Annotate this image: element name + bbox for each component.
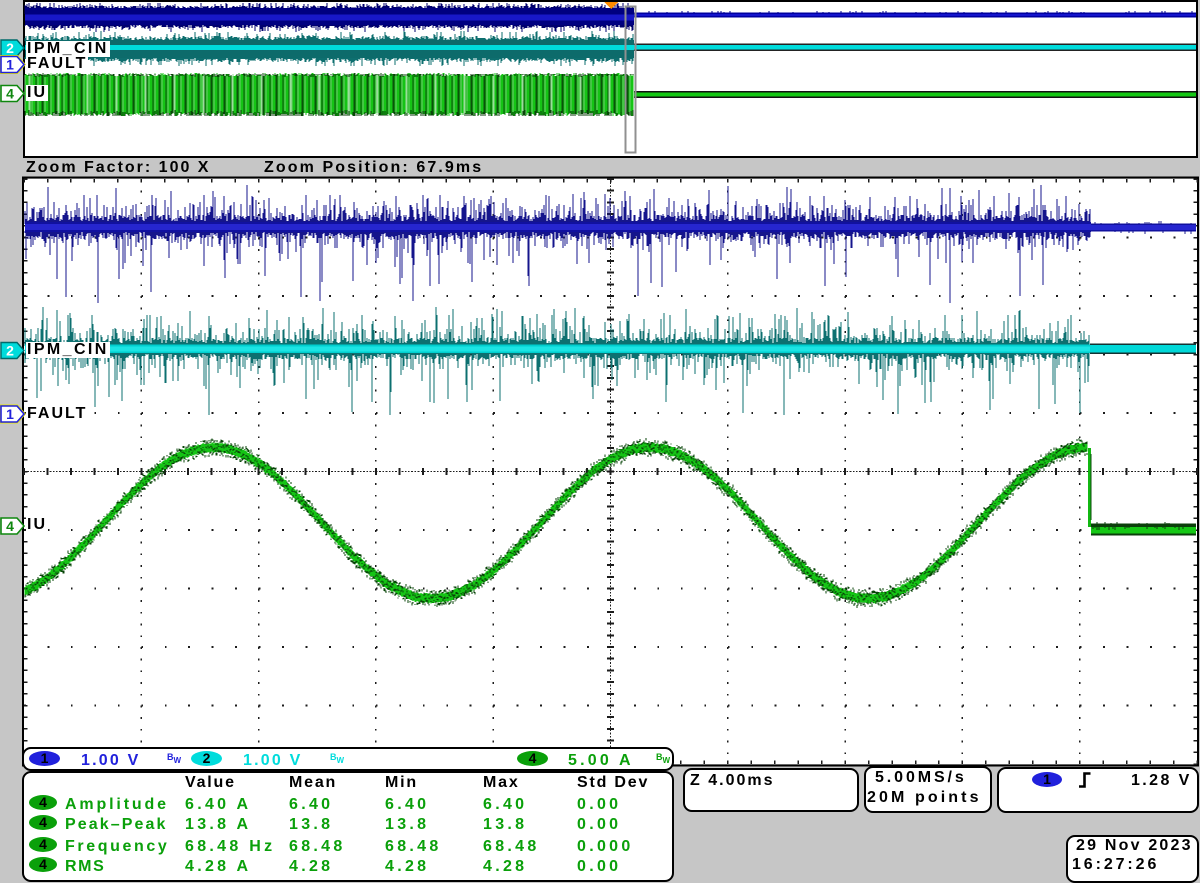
- svg-text:4: 4: [6, 86, 14, 102]
- svg-text:4: 4: [6, 518, 14, 534]
- svg-text:2: 2: [6, 343, 14, 359]
- svg-text:1: 1: [6, 57, 14, 73]
- svg-text:2: 2: [6, 40, 14, 56]
- svg-text:1: 1: [6, 406, 14, 422]
